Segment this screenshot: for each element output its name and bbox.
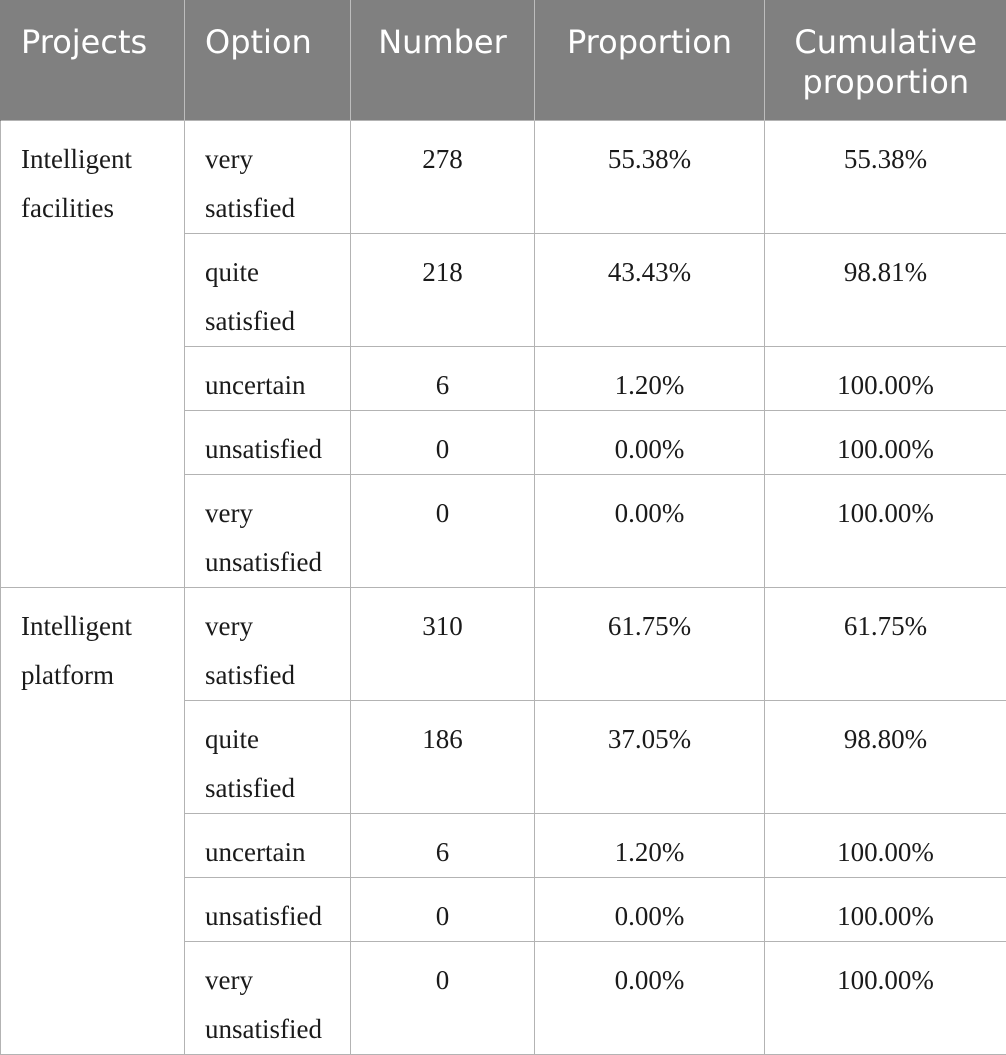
option-cell: uncertain <box>185 346 351 410</box>
project-cell: Intelligent platform <box>1 587 185 1054</box>
proportion-cell: 0.00% <box>535 941 765 1054</box>
number-cell: 218 <box>351 233 535 346</box>
cumulative-cell: 98.81% <box>765 233 1006 346</box>
option-cell: very unsatisfied <box>185 941 351 1054</box>
header-cumulative-proportion: Cumulative proportion <box>765 0 1006 120</box>
cumulative-cell: 61.75% <box>765 587 1006 700</box>
number-cell: 0 <box>351 474 535 587</box>
proportion-cell: 55.38% <box>535 120 765 233</box>
header-number: Number <box>351 0 535 120</box>
proportion-cell: 0.00% <box>535 474 765 587</box>
header-row: Projects Option Number Proportion Cumula… <box>1 0 1006 120</box>
number-cell: 6 <box>351 813 535 877</box>
header-proportion: Proportion <box>535 0 765 120</box>
number-cell: 0 <box>351 941 535 1054</box>
cumulative-cell: 100.00% <box>765 410 1006 474</box>
number-cell: 186 <box>351 700 535 813</box>
option-cell: very satisfied <box>185 120 351 233</box>
option-cell: quite satisfied <box>185 233 351 346</box>
number-cell: 6 <box>351 346 535 410</box>
option-cell: unsatisfied <box>185 877 351 941</box>
proportion-cell: 37.05% <box>535 700 765 813</box>
proportion-cell: 0.00% <box>535 410 765 474</box>
cumulative-cell: 55.38% <box>765 120 1006 233</box>
proportion-cell: 43.43% <box>535 233 765 346</box>
cumulative-cell: 100.00% <box>765 474 1006 587</box>
header-projects: Projects <box>1 0 185 120</box>
cumulative-cell: 100.00% <box>765 877 1006 941</box>
table-row: Intelligent facilities very satisfied 27… <box>1 120 1006 233</box>
option-cell: unsatisfied <box>185 410 351 474</box>
cumulative-cell: 100.00% <box>765 346 1006 410</box>
table-header: Projects Option Number Proportion Cumula… <box>1 0 1006 120</box>
table-row: Intelligent platform very satisfied 310 … <box>1 587 1006 700</box>
option-cell: uncertain <box>185 813 351 877</box>
proportion-cell: 61.75% <box>535 587 765 700</box>
cumulative-cell: 100.00% <box>765 941 1006 1054</box>
proportion-cell: 0.00% <box>535 877 765 941</box>
header-option: Option <box>185 0 351 120</box>
project-cell: Intelligent facilities <box>1 120 185 587</box>
proportion-cell: 1.20% <box>535 346 765 410</box>
cumulative-cell: 98.80% <box>765 700 1006 813</box>
option-cell: quite satisfied <box>185 700 351 813</box>
option-cell: very unsatisfied <box>185 474 351 587</box>
number-cell: 0 <box>351 877 535 941</box>
option-cell: very satisfied <box>185 587 351 700</box>
cumulative-cell: 100.00% <box>765 813 1006 877</box>
table-body: Intelligent facilities very satisfied 27… <box>1 120 1006 1054</box>
number-cell: 278 <box>351 120 535 233</box>
number-cell: 310 <box>351 587 535 700</box>
number-cell: 0 <box>351 410 535 474</box>
proportion-cell: 1.20% <box>535 813 765 877</box>
